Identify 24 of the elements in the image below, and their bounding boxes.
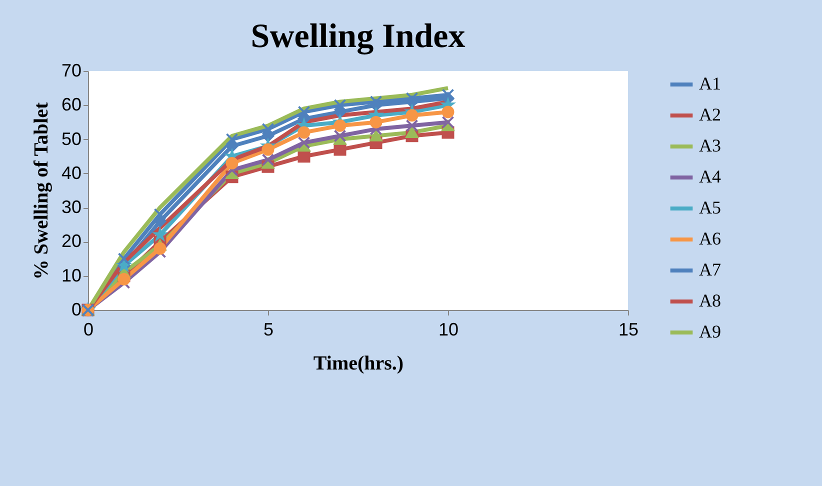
y-tick-label: 30 [61,197,82,218]
x-axis-title: Time(hrs.) [313,352,404,374]
x-tick-label: 15 [618,320,639,340]
y-axis-title: % Swelling of Tablet [30,102,52,280]
y-tick-label: 70 [61,60,82,80]
legend-label: A8 [699,290,721,310]
y-tick-label: 20 [61,231,82,252]
legend-label: A6 [699,228,721,248]
legend-label: A9 [699,322,721,342]
legend-label: A1 [699,74,721,94]
legend-label: A2 [699,104,721,124]
y-tick-label: 0 [71,300,82,320]
y-tick-label: 50 [61,128,82,149]
y-tick-label: 10 [61,265,82,286]
legend-label: A7 [699,260,721,280]
chart-title: Swelling Index [250,18,466,55]
y-tick-label: 40 [61,162,82,183]
x-tick-label: 5 [263,320,274,340]
legend-label: A4 [699,166,721,186]
x-tick-label: 10 [438,320,459,340]
legend-label: A5 [699,198,721,218]
y-tick-label: 60 [61,94,82,115]
legend-label: A3 [699,136,721,156]
x-tick-label: 0 [83,320,94,340]
